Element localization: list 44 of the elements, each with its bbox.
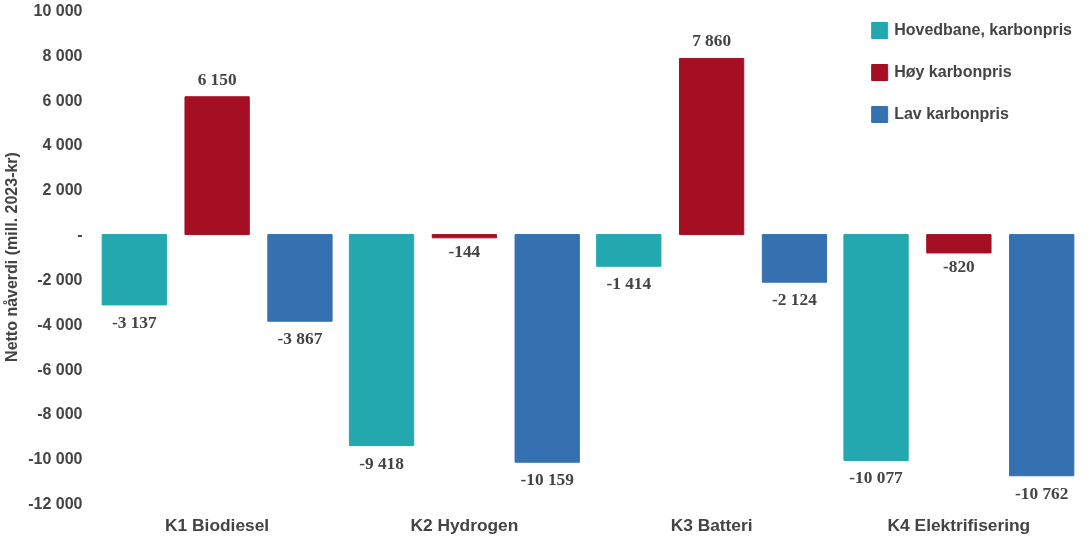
bar <box>267 234 333 322</box>
data-label: -9 418 <box>359 453 405 473</box>
data-label: 6 150 <box>197 69 237 89</box>
bar <box>348 234 415 447</box>
bar <box>1009 234 1075 477</box>
data-label: -3 867 <box>277 329 323 349</box>
y-tick-label: 10 000 <box>33 2 83 19</box>
y-tick-label: -6 000 <box>37 360 83 378</box>
y-tick-label: -12 000 <box>28 495 83 512</box>
bar <box>184 96 250 236</box>
x-tick-label: K1 Biodiesel <box>165 514 270 535</box>
x-tick-label: K4 Elektrifisering <box>887 514 1031 535</box>
x-tick-label: K2 Hydrogen <box>410 514 519 535</box>
data-label: -2 124 <box>772 290 818 310</box>
data-label: -1 414 <box>606 274 652 294</box>
data-label: -3 137 <box>111 312 158 332</box>
y-tick-label: 2 000 <box>42 181 83 199</box>
legend-label: Hovedbane, karbonpris <box>894 21 1072 39</box>
y-tick-label: -2 000 <box>37 270 83 288</box>
data-label: -10 159 <box>520 470 575 490</box>
data-label: -820 <box>942 256 975 276</box>
y-axis-title: Netto nåverdi (mill. 2023-kr) <box>3 152 21 362</box>
x-tick-label: K3 Batteri <box>670 514 753 535</box>
data-label: -144 <box>448 241 481 261</box>
y-tick-label: -4 000 <box>37 315 83 333</box>
y-tick-label: - <box>77 226 83 244</box>
legend-label: Høy karbonpris <box>894 63 1012 81</box>
bar <box>514 234 580 463</box>
bar <box>926 234 992 254</box>
y-tick-label: 6 000 <box>42 91 83 109</box>
legend-label: Lav karbonpris <box>894 105 1009 123</box>
y-tick-label: -10 000 <box>28 450 83 468</box>
y-tick-label: 4 000 <box>42 136 83 154</box>
bar <box>101 234 167 306</box>
data-label: -10 077 <box>849 468 904 488</box>
y-tick-label: -8 000 <box>37 405 83 423</box>
y-tick-label: 8 000 <box>42 46 83 64</box>
bar <box>678 57 745 236</box>
data-label: 7 860 <box>692 31 732 51</box>
bar <box>843 234 909 461</box>
data-label: -10 762 <box>1014 483 1069 503</box>
bar <box>596 234 662 267</box>
bar <box>761 234 828 283</box>
bar <box>431 234 498 239</box>
